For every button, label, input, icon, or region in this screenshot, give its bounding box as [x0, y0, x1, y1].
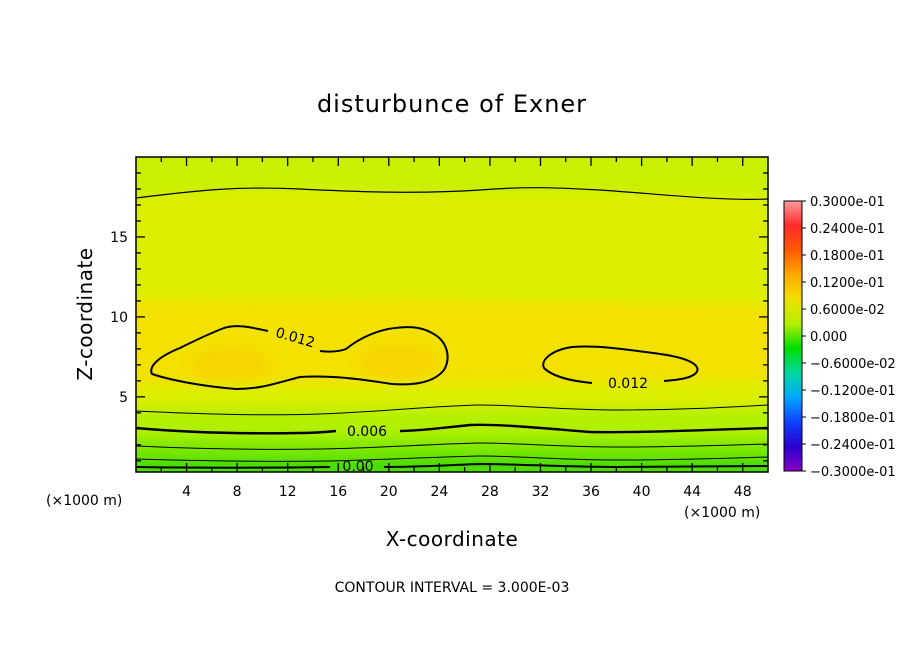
- contour-line-thin-1: [136, 404, 768, 416]
- field-peak-left: [190, 347, 270, 383]
- colorbar-fill: [784, 201, 802, 471]
- colorbar-label: −0.1800e-01: [810, 411, 896, 426]
- plot-area: 0.012 0.012 0.006 0.00: [136, 157, 768, 475]
- x-tick-label: 44: [683, 484, 701, 500]
- contour-line-000: [136, 462, 768, 469]
- axis-ticks: [136, 157, 768, 472]
- contour-line-006: [136, 423, 768, 435]
- contour-label: 0.006: [347, 424, 387, 440]
- y-tick-label: 15: [110, 230, 128, 246]
- colorbar-label: −0.3000e-01: [810, 465, 896, 480]
- y-axis-unit: (×1000 m): [46, 493, 122, 509]
- colorbar-label: −0.2400e-01: [810, 438, 896, 453]
- x-tick-label: 8: [233, 484, 242, 500]
- contour-interval-note: CONTOUR INTERVAL = 3.000E-03: [335, 580, 570, 596]
- field-ground-2: [136, 438, 768, 458]
- field-peak-mid: [358, 344, 438, 380]
- x-tick-label: 20: [380, 484, 398, 500]
- colorbar-label: 0.000: [810, 330, 847, 345]
- y-axis-label: Z-coordinate: [73, 247, 97, 380]
- x-tick-label: 32: [532, 484, 550, 500]
- colorbar-label: 0.3000e-01: [810, 195, 885, 210]
- colorbar-label: 0.1200e-01: [810, 276, 885, 291]
- chart-title: disturbunce of Exner: [317, 90, 587, 118]
- x-axis-label: X-coordinate: [386, 527, 519, 551]
- x-tick-label: 48: [734, 484, 752, 500]
- x-tick-label: 16: [329, 484, 347, 500]
- field-core-band: [136, 298, 768, 386]
- x-axis-unit: (×1000 m): [684, 505, 760, 521]
- contour-label: 0.00: [342, 459, 373, 475]
- colorbar-label: 0.2400e-01: [810, 222, 885, 237]
- x-tick-label: 4: [182, 484, 191, 500]
- contour-line-012-left: [150, 325, 449, 391]
- y-tick-label: 5: [119, 390, 128, 406]
- contour-line-top: [136, 187, 768, 200]
- colorbar-label: 0.1800e-01: [810, 249, 885, 264]
- x-tick-label: 36: [582, 484, 600, 500]
- contour-line-thin-2: [136, 442, 768, 450]
- colorbar-label: −0.6000e-02: [810, 357, 896, 372]
- colorbar: 0.3000e-01 0.2400e-01 0.1800e-01 0.1200e-01…: [783, 195, 896, 480]
- contour-line-thin-3: [136, 455, 768, 462]
- x-tick-label: 24: [430, 484, 448, 500]
- contour-label: 0.012: [608, 376, 648, 392]
- x-tick-label: 40: [633, 484, 651, 500]
- field-band-top: [136, 157, 768, 196]
- y-tick-label: 10: [110, 310, 128, 326]
- colorbar-label: 0.6000e-02: [810, 303, 885, 318]
- plot-frame: [135, 156, 769, 473]
- x-tick-label: 28: [481, 484, 499, 500]
- colorbar-label: −0.1200e-01: [810, 384, 896, 399]
- contour-line-012-right: [542, 345, 699, 384]
- x-tick-label: 12: [279, 484, 297, 500]
